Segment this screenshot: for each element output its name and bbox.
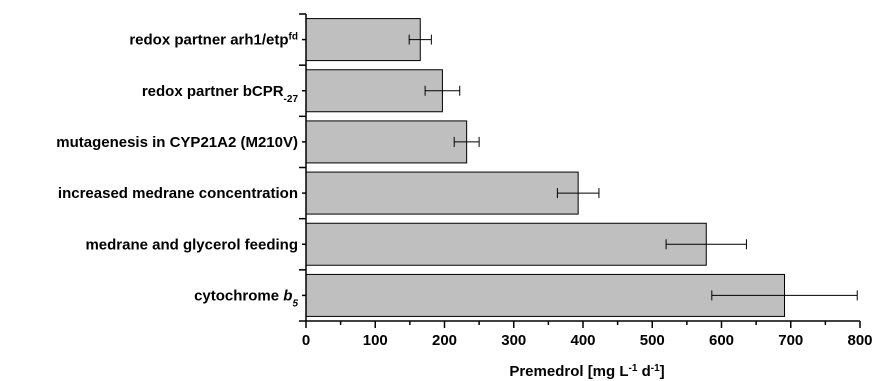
bar-2 bbox=[305, 120, 468, 164]
x-tick-labels-group: 0 100 200 300 400 500 600 700 800 bbox=[302, 332, 873, 349]
x-tick-label-3: 300 bbox=[501, 332, 526, 349]
axes-group bbox=[299, 13, 861, 328]
x-tick-label-6: 600 bbox=[709, 332, 734, 349]
x-tick-label-5: 500 bbox=[640, 332, 665, 349]
category-label-3: increased medrane concentration bbox=[58, 185, 298, 202]
x-tick-label-1: 100 bbox=[363, 332, 388, 349]
bar-4 bbox=[305, 222, 707, 266]
x-tick-label-8: 800 bbox=[847, 332, 872, 349]
error-bar-4 bbox=[665, 239, 747, 250]
error-bar-0 bbox=[408, 34, 432, 45]
error-bar-1 bbox=[424, 85, 461, 96]
x-tick-label-2: 200 bbox=[432, 332, 457, 349]
category-label-5: cytochrome b5 bbox=[194, 287, 298, 309]
bar-3 bbox=[305, 171, 579, 215]
x-tick-label-4: 400 bbox=[570, 332, 595, 349]
x-tick-label-0: 0 bbox=[302, 332, 310, 349]
category-label-0: redox partner arh1/etpfd bbox=[129, 31, 298, 49]
bar-1 bbox=[305, 69, 443, 113]
bars-group bbox=[305, 18, 786, 317]
category-label-2: mutagenesis in CYP21A2 (M210V) bbox=[56, 134, 298, 151]
error-bar-3 bbox=[556, 188, 600, 199]
category-label-1: redox partner bCPR-27 bbox=[142, 83, 299, 105]
category-labels-group: redox partner arh1/etpfd redox partner bC… bbox=[56, 31, 298, 309]
category-label-4: medrane and glycerol feeding bbox=[85, 236, 298, 253]
bar-0 bbox=[305, 18, 421, 62]
bar-5 bbox=[305, 273, 786, 317]
error-bar-5 bbox=[711, 290, 858, 301]
x-axis-title: Premedrol [mg L-1 d-1] bbox=[509, 363, 664, 381]
error-bars-group bbox=[408, 34, 858, 301]
x-tick-label-7: 700 bbox=[778, 332, 803, 349]
error-bar-2 bbox=[453, 136, 480, 147]
